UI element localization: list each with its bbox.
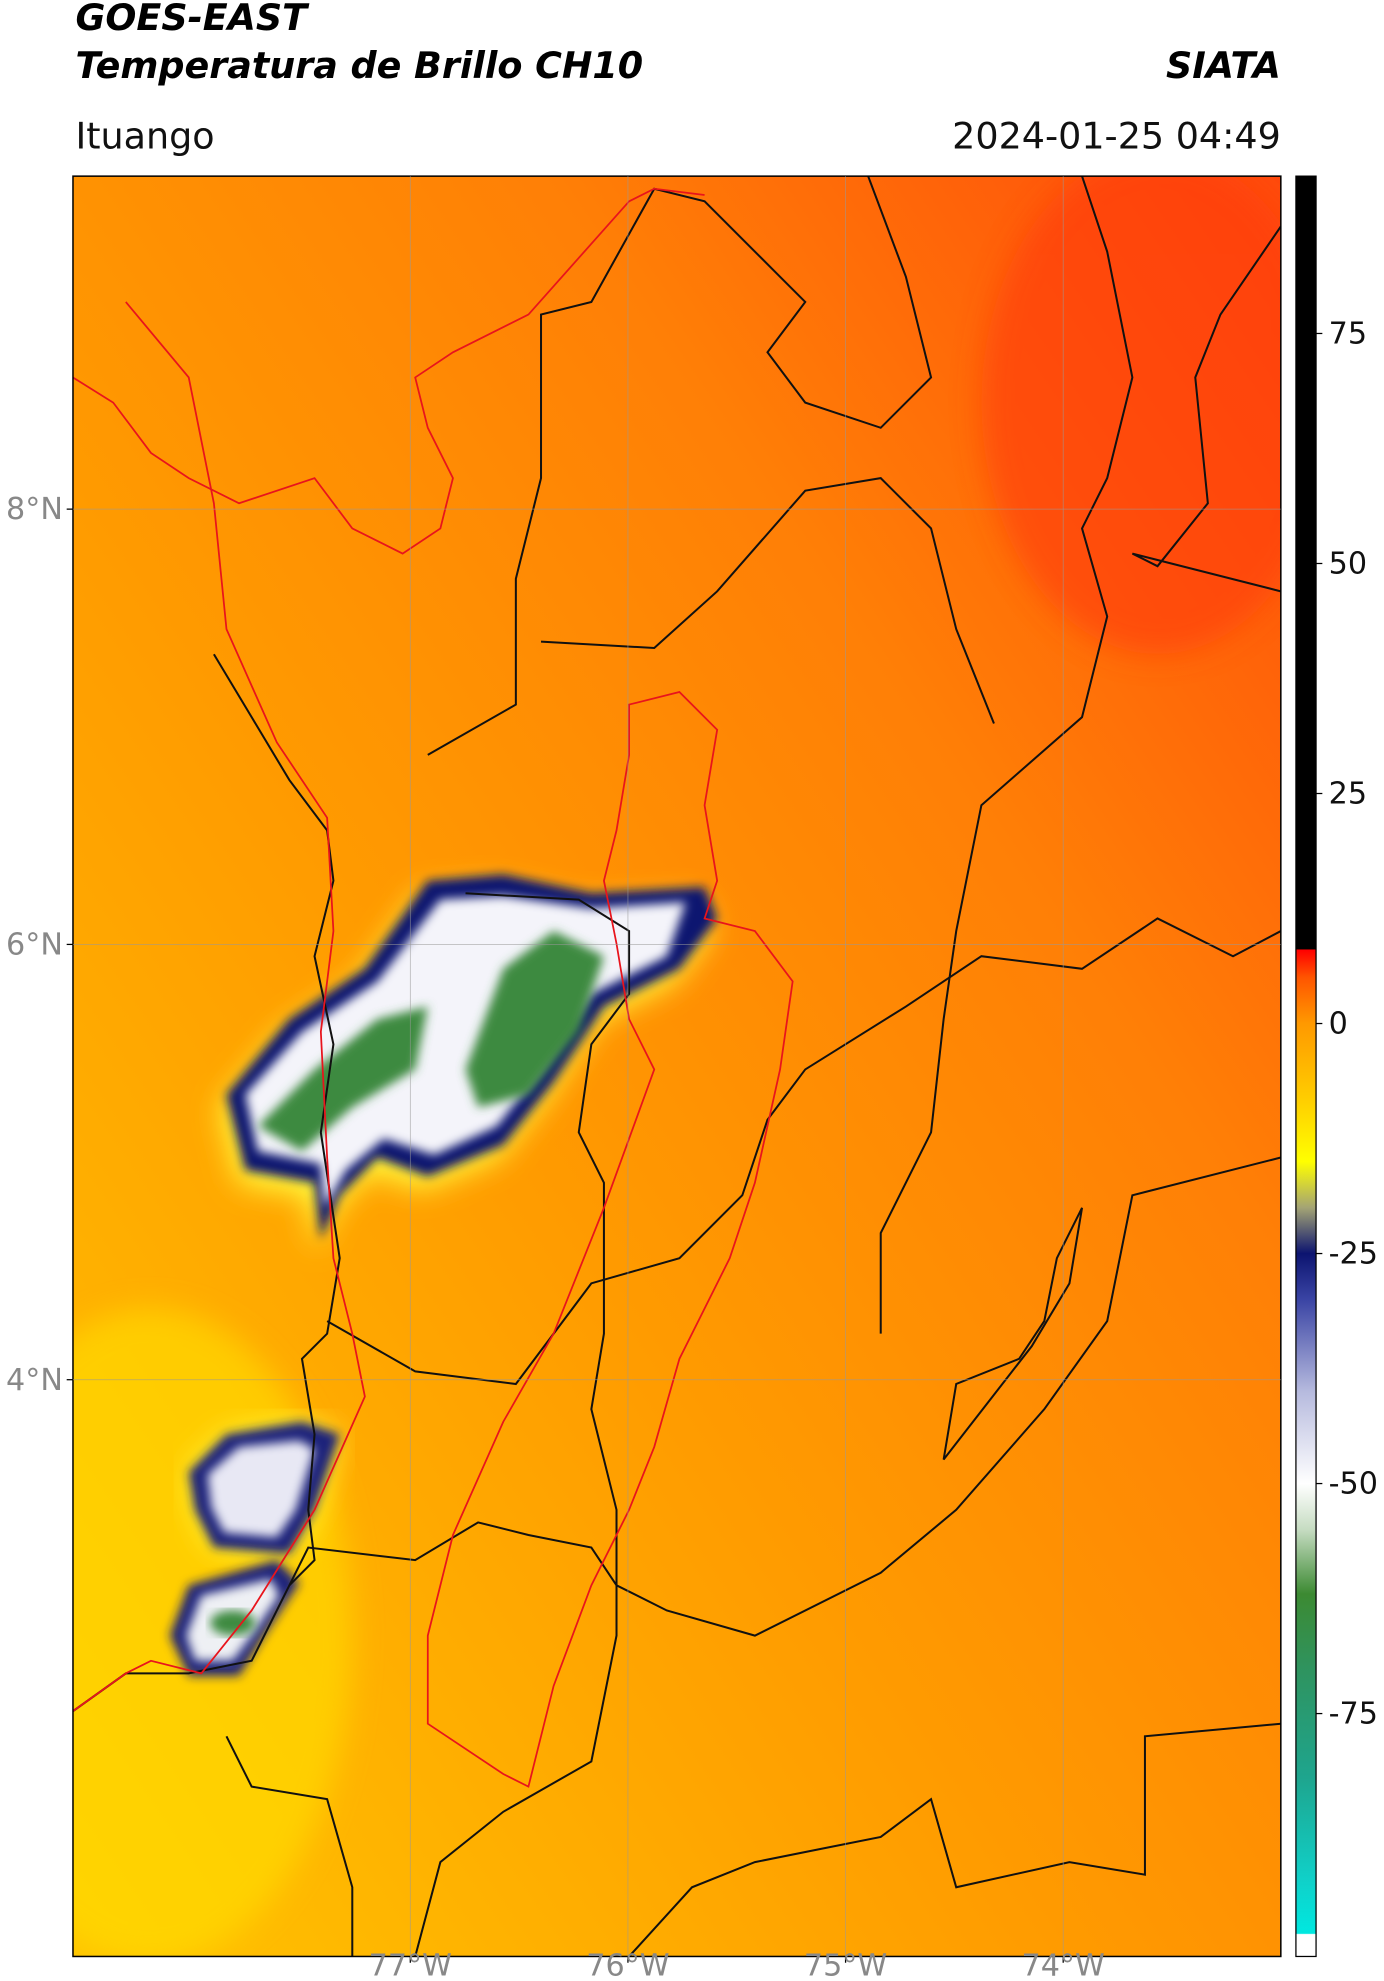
colorbar: [1295, 176, 1317, 1957]
title: GOES-EAST: [75, 0, 310, 39]
y-tick-label: 6°N: [6, 927, 63, 962]
location: Ituango: [75, 114, 214, 157]
colorbar-tick-label: 50: [1329, 547, 1367, 582]
colorbar-tick-label: -50: [1329, 1467, 1378, 1502]
x-tick-label: 74°W: [1022, 1948, 1105, 1981]
cloud: [220, 874, 718, 1252]
red-borders: [72, 187, 794, 1788]
map-frame: [72, 175, 1282, 1958]
colorbar-tick-label: -25: [1329, 1237, 1378, 1272]
x-tick-label: 77°W: [369, 1948, 452, 1981]
cloud: [169, 1560, 300, 1676]
colorbar-tick-label: 25: [1329, 777, 1367, 812]
colorbar-tick-label: 75: [1329, 317, 1367, 352]
hot-area: [981, 176, 1281, 655]
source: SIATA: [1166, 44, 1281, 87]
x-tick-label: 75°W: [804, 1948, 887, 1981]
axes: 77°W 76°W 75°W 74°W 4°N 6°N 8°N: [6, 176, 1281, 1981]
colorbar-tick-label: 0: [1329, 1007, 1348, 1042]
y-tick-label: 8°N: [6, 492, 63, 527]
colorbar-tick-label: -75: [1329, 1697, 1378, 1732]
y-tick-label: 4°N: [6, 1363, 63, 1398]
borders: [72, 176, 1281, 1957]
x-tick-label: 76°W: [586, 1948, 669, 1981]
colorbar-frame: [1295, 175, 1317, 1958]
map-image: [72, 176, 1281, 1957]
cloud: [188, 1421, 340, 1554]
datetime: 2024-01-25 04:49: [952, 114, 1281, 157]
subtitle: Temperatura de Brillo CH10: [75, 44, 643, 87]
